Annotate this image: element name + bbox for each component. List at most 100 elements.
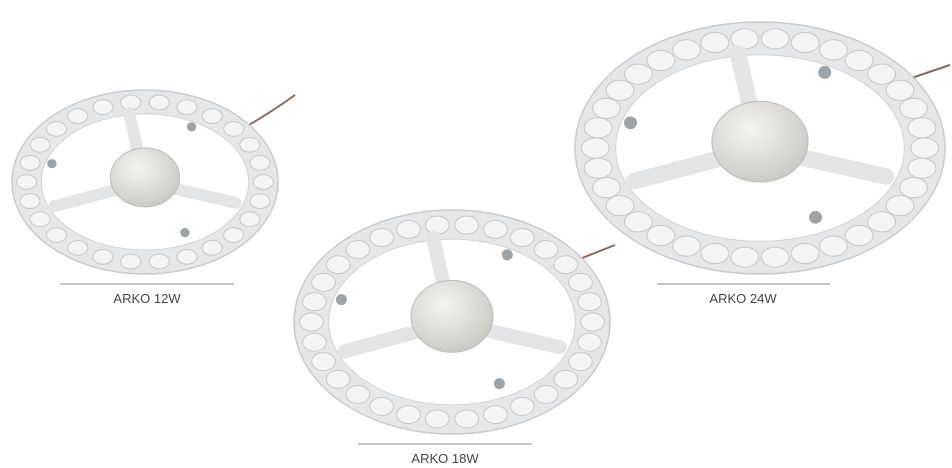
led: [424, 409, 450, 429]
led: [885, 195, 915, 217]
led: [239, 136, 261, 153]
led: [844, 224, 874, 247]
led: [844, 49, 874, 72]
led: [910, 137, 940, 159]
dome: [109, 147, 181, 208]
led: [700, 242, 730, 265]
led: [605, 79, 635, 101]
product-label: ARKO 24W: [709, 291, 777, 306]
modules: [11, 21, 951, 435]
led: [899, 177, 928, 199]
led: [29, 136, 51, 153]
led: [249, 154, 271, 171]
led: [19, 154, 41, 171]
led: [580, 137, 610, 159]
led: [623, 211, 653, 233]
led: [577, 332, 602, 352]
led: [396, 219, 421, 239]
screw: [335, 294, 347, 306]
led: [730, 28, 760, 50]
led: [223, 121, 245, 137]
led: [672, 39, 701, 61]
screw: [818, 65, 832, 79]
led: [148, 94, 170, 111]
led: [509, 228, 535, 248]
led: [583, 157, 613, 179]
led: [345, 384, 371, 404]
led: [249, 193, 271, 210]
led: [252, 174, 274, 190]
led: [67, 108, 89, 124]
led: [553, 369, 579, 389]
led: [483, 219, 508, 239]
led: [885, 79, 915, 101]
led: [424, 215, 450, 235]
led: [907, 157, 937, 179]
led: [176, 248, 198, 265]
led: [369, 228, 395, 248]
led: [120, 253, 142, 270]
dome: [711, 100, 809, 183]
led: [454, 409, 480, 429]
led: [311, 352, 336, 372]
led: [592, 177, 621, 199]
led: [867, 63, 897, 85]
led: [201, 240, 223, 256]
led: [223, 227, 245, 243]
led: [730, 246, 760, 268]
led: [92, 99, 114, 116]
led: [568, 272, 593, 292]
led: [148, 253, 170, 270]
led: [867, 211, 897, 233]
led: [577, 292, 602, 312]
led: [311, 272, 336, 292]
led: [45, 121, 67, 137]
led: [92, 248, 114, 265]
led: [483, 405, 508, 425]
led: [454, 215, 480, 235]
led: [899, 97, 928, 119]
led: [700, 31, 730, 54]
led: [325, 255, 351, 275]
led: [553, 255, 579, 275]
led: [509, 396, 535, 416]
led: [239, 211, 261, 228]
led: [176, 99, 198, 116]
led: [623, 63, 653, 85]
led: [760, 28, 790, 50]
screw: [180, 227, 190, 238]
led: [819, 235, 848, 257]
screw: [501, 249, 513, 261]
screw: [624, 116, 637, 130]
led: [568, 352, 593, 372]
led: [907, 117, 937, 139]
led: [201, 108, 223, 124]
led: [345, 240, 371, 260]
led: [302, 332, 327, 352]
led: [67, 240, 89, 256]
led: [302, 292, 327, 312]
led: [646, 49, 676, 72]
dome: [410, 280, 494, 353]
led: [325, 369, 351, 389]
led: [369, 396, 395, 416]
led: [45, 227, 67, 243]
led: [533, 384, 559, 404]
led: [299, 312, 324, 332]
product-label: ARKO 18W: [411, 451, 479, 466]
led: [19, 193, 41, 210]
screw: [186, 122, 197, 132]
led: [790, 242, 820, 265]
led: [592, 97, 621, 119]
led: [646, 224, 676, 247]
product-label: ARKO 12W: [113, 291, 181, 306]
led: [819, 39, 848, 61]
led: [580, 312, 605, 332]
led: [29, 211, 51, 228]
led: [760, 246, 790, 268]
screw: [493, 378, 505, 390]
led: [16, 174, 38, 190]
led: [533, 240, 559, 260]
led: [790, 31, 820, 54]
